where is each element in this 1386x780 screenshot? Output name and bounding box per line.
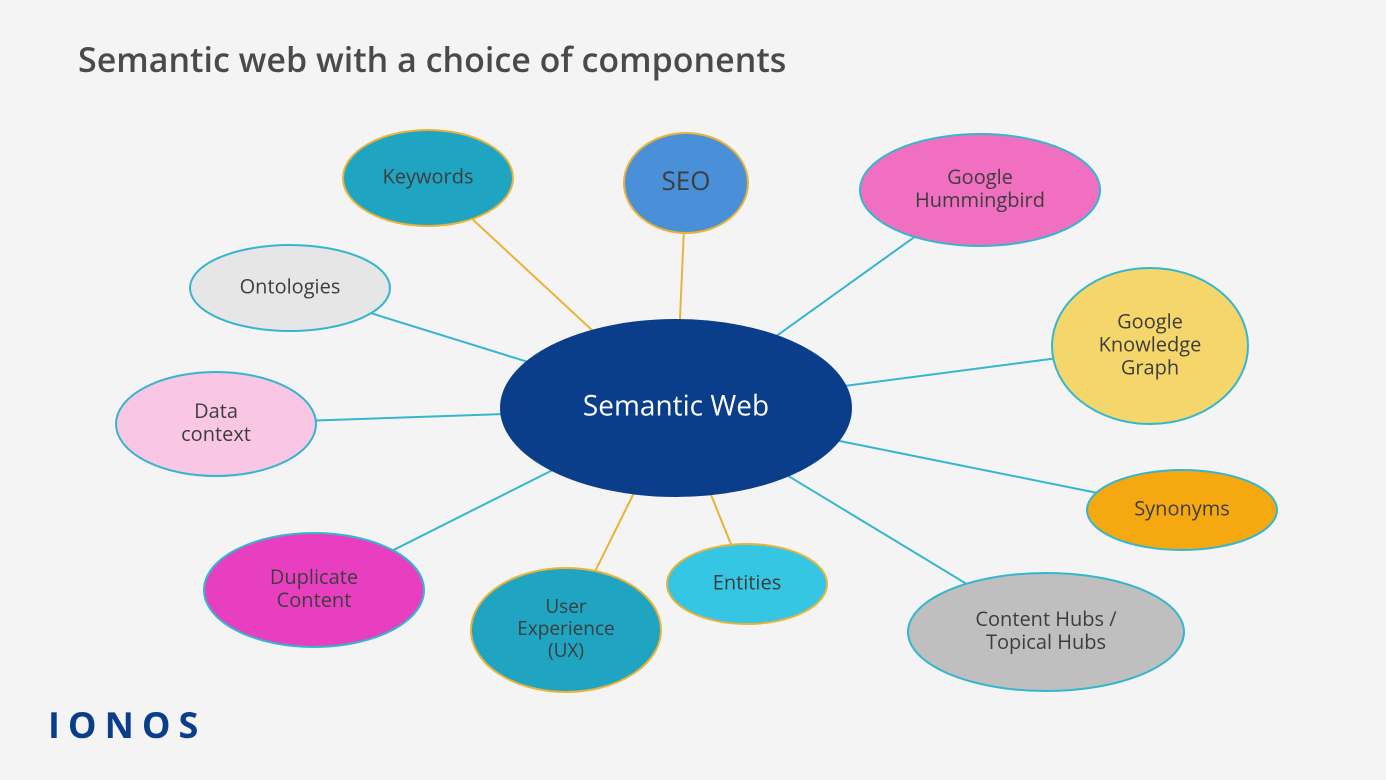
slide-title: Semantic web with a choice of components bbox=[78, 36, 786, 82]
node-data-context: Datacontext bbox=[116, 372, 316, 476]
node-knowledge-graph: GoogleKnowledgeGraph bbox=[1052, 268, 1248, 424]
edge-hummingbird bbox=[776, 237, 914, 336]
node-duplicate-content: DuplicateContent bbox=[204, 533, 424, 647]
edge-data-context bbox=[316, 414, 502, 420]
edge-ux bbox=[595, 493, 633, 571]
node-synonyms: Synonyms bbox=[1087, 470, 1277, 550]
center-node-semantic-web: Semantic Web bbox=[501, 320, 851, 496]
edge-knowledge-graph bbox=[845, 359, 1053, 386]
node-label-semantic-web: Semantic Web bbox=[583, 386, 769, 424]
node-seo: SEO bbox=[624, 133, 748, 233]
edge-ontologies bbox=[371, 313, 527, 362]
edge-duplicate-content bbox=[393, 470, 552, 550]
diagram-canvas: Semantic web with a choice of components… bbox=[0, 0, 1386, 780]
ionos-logo: IONOS bbox=[48, 700, 206, 749]
edge-seo bbox=[680, 233, 684, 320]
edge-entities bbox=[711, 494, 731, 545]
node-entities: Entities bbox=[667, 544, 827, 624]
node-label-seo: SEO bbox=[662, 162, 711, 198]
node-label-entities: Entities bbox=[713, 568, 782, 595]
node-label-keywords: Keywords bbox=[383, 162, 474, 189]
edge-keywords bbox=[472, 219, 592, 331]
network-svg: Keywords SEO GoogleHummingbird Ontologies Go… bbox=[0, 0, 1386, 780]
node-label-synonyms: Synonyms bbox=[1134, 494, 1230, 521]
node-content-hubs: Content Hubs /Topical Hubs bbox=[908, 573, 1184, 691]
node-hummingbird: GoogleHummingbird bbox=[860, 134, 1100, 246]
node-label-ontologies: Ontologies bbox=[240, 272, 341, 299]
edge-synonyms bbox=[838, 441, 1096, 493]
node-label-duplicate-content: DuplicateContent bbox=[270, 563, 358, 613]
node-keywords: Keywords bbox=[343, 130, 513, 226]
node-label-content-hubs: Content Hubs /Topical Hubs bbox=[975, 605, 1117, 655]
node-ux: UserExperience(UX) bbox=[471, 568, 661, 692]
node-ontologies: Ontologies bbox=[190, 245, 390, 331]
